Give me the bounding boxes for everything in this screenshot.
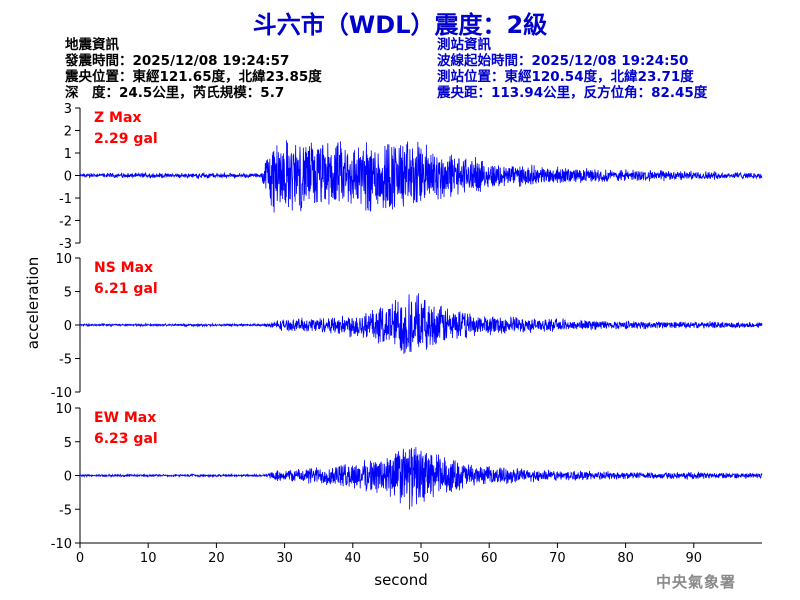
waveform-ew — [79, 447, 763, 510]
earthquake-info-heading: 地震資訊 — [65, 37, 119, 53]
y-tick-label: -2 — [59, 215, 72, 230]
y-tick-label: 2 — [64, 125, 72, 140]
y-tick-label: -1 — [59, 192, 72, 207]
y-tick-label: 0 — [64, 319, 72, 334]
origin-time: 發震時間：2025/12/08 19:24:57 — [65, 53, 290, 69]
y-tick-label: 0 — [64, 170, 72, 185]
max-value-ew: 6.23 gal — [94, 431, 158, 447]
x-tick-label: 0 — [76, 551, 84, 566]
x-tick-label: 30 — [276, 551, 293, 566]
max-value-z: 2.29 gal — [94, 131, 158, 147]
max-label-ns: NS Max — [94, 260, 153, 276]
y-tick-label: -3 — [59, 237, 72, 252]
waveform-ns — [79, 293, 763, 355]
chart-title: 斗六市（WDL）震度：2級 — [252, 11, 548, 39]
y-tick-label: 10 — [55, 402, 72, 417]
y-tick-label: 10 — [55, 252, 72, 267]
x-tick-label: 20 — [208, 551, 225, 566]
waveform-z — [79, 140, 763, 213]
x-tick-label: 90 — [686, 551, 703, 566]
x-tick-label: 70 — [549, 551, 566, 566]
max-label-ew: EW Max — [94, 410, 156, 426]
earthquake-info: 地震資訊 發震時間：2025/12/08 19:24:57 震央位置：東經121… — [65, 37, 322, 101]
x-tick-label: 80 — [617, 551, 634, 566]
x-tick-label: 60 — [481, 551, 498, 566]
x-axis-title: second — [374, 571, 428, 589]
y-tick-label: -5 — [59, 353, 72, 368]
y-tick-label: 0 — [64, 470, 72, 485]
wave-start-time: 波線起始時間：2025/12/08 19:24:50 — [437, 53, 689, 69]
depth-magnitude: 深 度：24.5公里，芮氏規模：5.7 — [65, 85, 285, 101]
station-location: 測站位置：東經120.54度，北緯23.71度 — [437, 69, 694, 85]
y-axis-title: acceleration — [24, 257, 42, 349]
epicenter-location: 震央位置：東經121.65度，北緯23.85度 — [65, 69, 322, 85]
y-tick-label: 1 — [64, 147, 72, 162]
max-value-ns: 6.21 gal — [94, 281, 158, 297]
y-tick-label: -10 — [51, 537, 72, 552]
y-tick-label: 5 — [64, 286, 72, 301]
station-info-heading: 測站資訊 — [437, 37, 491, 53]
station-info: 測站資訊 波線起始時間：2025/12/08 19:24:50 測站位置：東經1… — [437, 37, 707, 101]
x-tick-label: 50 — [413, 551, 430, 566]
y-tick-label: 3 — [64, 102, 72, 117]
y-tick-label: -10 — [51, 386, 72, 401]
max-label-z: Z Max — [94, 110, 141, 126]
epicentral-distance: 震央距：113.94公里，反方位角：82.45度 — [437, 85, 708, 101]
x-tick-label: 40 — [345, 551, 362, 566]
y-tick-label: 5 — [64, 436, 72, 451]
y-tick-label: -5 — [59, 503, 72, 518]
agency-label: 中央氣象署 — [656, 573, 737, 591]
x-tick-label: 10 — [140, 551, 157, 566]
